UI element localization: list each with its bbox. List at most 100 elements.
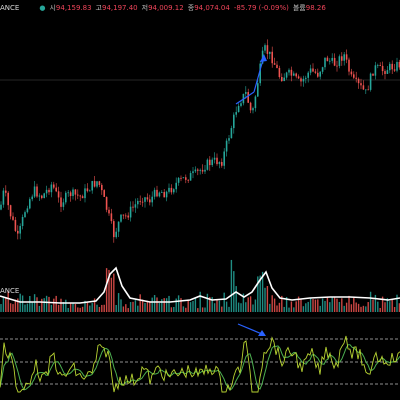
- candle-body: [53, 184, 55, 188]
- volume-bar: [45, 295, 48, 312]
- volume-bar: [350, 304, 353, 312]
- osc-main-line: [0, 335, 400, 393]
- candle-body: [41, 195, 43, 199]
- candle-body: [43, 193, 45, 199]
- candle-body: [324, 57, 326, 68]
- exchange-label: ANCE: [0, 4, 20, 12]
- volume-bar: [93, 298, 96, 312]
- volume-bar: [269, 303, 271, 312]
- candle-body: [21, 217, 24, 227]
- candle-body: [29, 199, 31, 209]
- volume-bar: [57, 304, 60, 312]
- volume-bar: [319, 305, 321, 312]
- candle-body: [367, 89, 369, 91]
- volume-bar: [398, 303, 400, 312]
- candle-body: [329, 60, 331, 62]
- candle-body: [331, 57, 333, 61]
- volume-bar: [189, 302, 192, 312]
- volume-bar: [103, 304, 105, 312]
- volume-bar: [372, 299, 374, 312]
- osc-annotation-line: [237, 323, 263, 335]
- candle-body: [141, 201, 144, 203]
- candle-body: [144, 197, 146, 202]
- candle-body: [81, 196, 84, 199]
- volume-bar: [5, 297, 7, 312]
- volume-bar: [129, 302, 132, 312]
- volume-bar: [0, 304, 2, 312]
- volume-bar: [69, 303, 72, 312]
- volume-bar: [17, 298, 19, 312]
- volume-bar: [36, 297, 38, 312]
- volume-bar: [105, 268, 108, 312]
- volume-bar: [281, 295, 283, 312]
- volume-bar: [173, 306, 175, 312]
- candle-body: [108, 209, 110, 214]
- candle-body: [129, 206, 132, 218]
- volume-bar: [223, 292, 225, 312]
- volume-bar: [21, 295, 24, 312]
- candle-body: [326, 57, 329, 62]
- volume-bar: [338, 301, 341, 312]
- candle-body: [57, 191, 60, 198]
- candle-body: [91, 181, 93, 191]
- volume-bar: [283, 306, 285, 312]
- candle-body: [69, 192, 72, 197]
- candle-body: [122, 214, 125, 216]
- candle-body: [115, 231, 117, 238]
- volume-bar: [86, 302, 89, 312]
- volume-bar: [389, 301, 391, 312]
- volume-bar: [19, 293, 21, 312]
- volume-bar: [74, 304, 77, 312]
- candle-body: [74, 189, 77, 195]
- candle-body: [158, 192, 161, 197]
- volume-bar: [249, 296, 252, 312]
- volume-bar: [108, 269, 110, 312]
- candle-body: [60, 197, 62, 207]
- candle-body: [381, 65, 384, 72]
- volume-bar: [168, 295, 170, 312]
- volume-bar: [396, 294, 398, 312]
- volume-bar: [343, 305, 345, 312]
- volume-bar: [14, 299, 17, 312]
- candle-body: [36, 186, 38, 197]
- volume-bar: [247, 297, 249, 312]
- candle-body: [17, 230, 19, 234]
- volume-bar: [302, 306, 305, 312]
- candle-body: [31, 196, 33, 200]
- volume-bar: [96, 304, 98, 312]
- volume-bar: [206, 293, 209, 312]
- candle-body: [103, 190, 105, 197]
- volume-bar: [355, 302, 357, 312]
- volume-bar: [60, 298, 62, 312]
- volume-bar: [29, 296, 31, 312]
- candle-body: [12, 216, 14, 220]
- volume-bar: [153, 295, 156, 312]
- candle-body: [206, 159, 209, 170]
- ohlc-change: -85.79 (-0.09%): [233, 4, 289, 12]
- candle-body: [288, 69, 290, 73]
- volume-bar: [209, 297, 211, 312]
- volume-bar: [367, 302, 369, 312]
- volume-bar: [53, 298, 55, 312]
- candle-body: [146, 197, 149, 200]
- circle-dot-icon: ●: [39, 4, 46, 12]
- candle-body: [257, 83, 259, 97]
- candle-body: [393, 69, 396, 71]
- volume-bar: [266, 286, 269, 312]
- candle-body: [391, 63, 393, 70]
- candle-body: [134, 204, 137, 208]
- volume-bar: [24, 304, 26, 312]
- candle-body: [151, 196, 153, 203]
- candle-body: [110, 213, 113, 222]
- volume-bar: [365, 306, 367, 312]
- candle-body: [283, 77, 285, 82]
- volume-bar: [264, 287, 266, 312]
- volume-bar: [384, 302, 386, 312]
- volume-bar: [213, 303, 216, 312]
- candle-body: [374, 65, 377, 76]
- candle-body: [266, 45, 269, 54]
- candle-body: [355, 77, 357, 79]
- volume-bar: [257, 276, 259, 312]
